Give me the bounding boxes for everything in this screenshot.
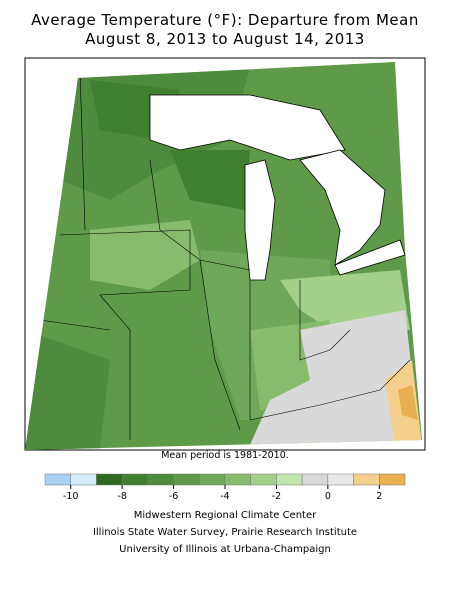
region (90, 220, 200, 290)
footer-line: Midwestern Regional Climate Center (134, 510, 317, 521)
lake (334, 239, 406, 276)
legend-swatch (147, 473, 174, 486)
legend: -10 -8 -6 -4 -2 0 2 (44, 473, 406, 502)
region (170, 150, 250, 210)
legend-swatch (276, 473, 303, 486)
lake (244, 159, 276, 281)
region (398, 385, 418, 420)
legend-tick-label: -8 (117, 491, 126, 502)
legend-swatch (224, 473, 251, 486)
legend-tick-label: -2 (272, 491, 281, 502)
lake (299, 149, 386, 266)
footer-line: University of Illinois at Urbana-Champai… (119, 544, 331, 555)
legend-swatch (44, 473, 71, 486)
footer-line: Illinois State Water Survey, Prairie Res… (93, 527, 357, 538)
legend-tick-label: 0 (325, 491, 331, 502)
legend-swatch (199, 473, 226, 486)
borders (39, 69, 411, 440)
region (25, 330, 110, 450)
legend-swatch (301, 473, 329, 486)
legend-swatch (250, 473, 277, 486)
subtitle: August 8, 2013 to August 14, 2013 (85, 30, 365, 48)
region (280, 270, 410, 330)
map: Mean period is 1981-2010. (24, 57, 426, 461)
region (250, 310, 420, 445)
legend-swatch (96, 473, 123, 486)
legend-tick-label: -10 (63, 491, 79, 502)
legend-tick-label: -6 (169, 491, 178, 502)
legend-swatch (353, 473, 380, 486)
legend-swatch (121, 473, 149, 486)
legend-swatch (173, 473, 200, 486)
legend-tick-label: -4 (220, 491, 229, 502)
lake (149, 94, 346, 161)
legend-swatch (70, 473, 97, 486)
legend-swatch (379, 473, 406, 486)
title: Average Temperature (°F): Departure from… (31, 11, 419, 29)
legend-tick-label: 2 (376, 491, 382, 502)
mean-period-note: Mean period is 1981-2010. (161, 450, 289, 461)
legend-swatch (327, 473, 354, 486)
